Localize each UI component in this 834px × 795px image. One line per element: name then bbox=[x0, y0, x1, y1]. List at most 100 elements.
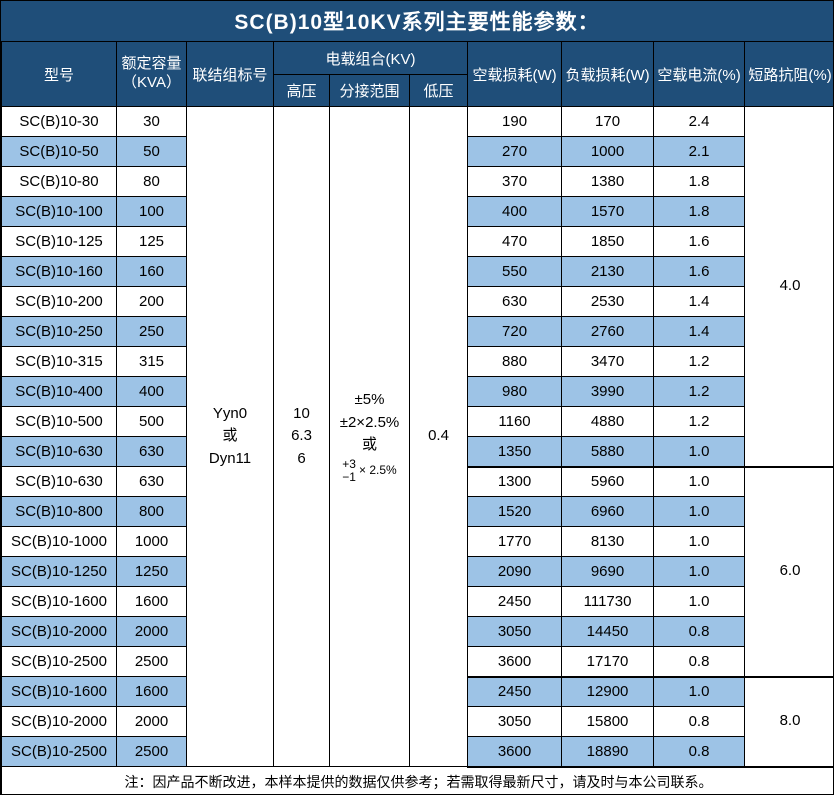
no-load-loss-cell: 2450 bbox=[467, 586, 563, 617]
no-load-loss-cell: 3600 bbox=[467, 736, 563, 768]
capacity-cell: 160 bbox=[116, 256, 187, 287]
load-loss-cell: 18890 bbox=[561, 736, 655, 768]
capacity-cell: 250 bbox=[116, 316, 187, 347]
load-loss-cell: 3990 bbox=[561, 376, 655, 407]
capacity-cell: 630 bbox=[116, 436, 187, 467]
connection-group-cell: Yyn0 或 Dyn11 bbox=[186, 106, 274, 767]
header-row-main: 型号 额定容量 （KVA） 联结组标号 电载组合(KV) 空载损耗(W) 负载损… bbox=[1, 41, 833, 107]
impedance-cell: 4.0 bbox=[744, 106, 833, 468]
model-cell: SC(B)10-2000 bbox=[1, 616, 117, 647]
model-cell: SC(B)10-50 bbox=[1, 136, 117, 167]
col-header-model: 型号 bbox=[1, 41, 117, 107]
table-row: SC(B)10-630 630 1300 5960 1.0 6.0 bbox=[1, 466, 833, 678]
table-row: SC(B)10-1600 1600 2450 12900 1.0 8.0 bbox=[1, 676, 833, 768]
load-loss-cell: 3470 bbox=[561, 346, 655, 377]
col-header-capacity: 额定容量 （KVA） bbox=[116, 41, 187, 107]
no-load-current-cell: 1.0 bbox=[653, 466, 746, 497]
capacity-cell: 500 bbox=[116, 406, 187, 437]
load-loss-cell: 1570 bbox=[561, 196, 655, 227]
no-load-current-cell: 1.6 bbox=[653, 226, 746, 257]
no-load-current-cell: 2.4 bbox=[653, 106, 746, 137]
load-loss-cell: 2130 bbox=[561, 256, 655, 287]
load-loss-cell: 2530 bbox=[561, 286, 655, 317]
load-loss-cell: 1000 bbox=[561, 136, 655, 167]
no-load-current-cell: 1.0 bbox=[653, 586, 746, 617]
footnote-row: 注：因产品不断改进，本样本提供的数据仅供参考；若需取得最新尺寸，请及时与本公司联… bbox=[1, 766, 833, 794]
load-loss-cell: 1380 bbox=[561, 166, 655, 197]
tap-stack-notation: +3 −1 × 2.5% bbox=[342, 456, 397, 484]
table-row: SC(B)10-400 400 980 3990 1.2 bbox=[1, 376, 834, 407]
table-row: SC(B)10-125 125 470 1850 1.6 bbox=[1, 226, 834, 257]
load-loss-cell: 2760 bbox=[561, 316, 655, 347]
no-load-loss-cell: 1160 bbox=[467, 406, 563, 437]
capacity-cell: 2000 bbox=[116, 706, 187, 737]
no-load-current-cell: 1.0 bbox=[653, 436, 746, 468]
no-load-loss-cell: 190 bbox=[467, 106, 563, 137]
capacity-cell: 400 bbox=[116, 376, 187, 407]
no-load-loss-cell: 400 bbox=[467, 196, 563, 227]
model-cell: SC(B)10-30 bbox=[1, 106, 117, 137]
col-header-connection: 联结组标号 bbox=[186, 41, 274, 107]
table-row: SC(B)10-630 630 1350 5880 1.0 bbox=[1, 436, 834, 468]
capacity-cell: 1250 bbox=[116, 556, 187, 587]
table-row: SC(B)10-1600 1600 2450 111730 1.0 bbox=[1, 586, 834, 617]
model-cell: SC(B)10-1000 bbox=[1, 526, 117, 557]
col-header-lv: 低压 bbox=[408, 74, 469, 107]
no-load-current-cell: 1.4 bbox=[653, 286, 746, 317]
table-row: SC(B)10-80 80 370 1380 1.8 bbox=[1, 166, 834, 197]
table-row: SC(B)10-200 200 630 2530 1.4 bbox=[1, 286, 834, 317]
no-load-current-cell: 1.0 bbox=[653, 526, 746, 557]
capacity-cell: 1600 bbox=[116, 676, 187, 707]
table-footer: 注：因产品不断改进，本样本提供的数据仅供参考；若需取得最新尺寸，请及时与本公司联… bbox=[1, 766, 833, 794]
no-load-current-cell: 0.8 bbox=[653, 706, 746, 737]
capacity-cell: 2500 bbox=[116, 736, 187, 767]
table-row: SC(B)10-2000 2000 3050 14450 0.8 bbox=[1, 616, 834, 647]
table-header: 型号 额定容量 （KVA） 联结组标号 电载组合(KV) 空载损耗(W) 负载损… bbox=[1, 41, 834, 107]
no-load-loss-cell: 3050 bbox=[467, 706, 563, 737]
capacity-cell: 800 bbox=[116, 496, 187, 527]
page-title: SC(B)10型10KV系列主要性能参数： bbox=[1, 1, 833, 41]
table-row: SC(B)10-250 250 720 2760 1.4 bbox=[1, 316, 834, 347]
load-loss-cell: 4880 bbox=[561, 406, 655, 437]
load-loss-cell: 6960 bbox=[561, 496, 655, 527]
model-cell: SC(B)10-2500 bbox=[1, 646, 117, 677]
impedance-cell: 6.0 bbox=[744, 466, 833, 678]
no-load-loss-cell: 1770 bbox=[467, 526, 563, 557]
hv-cell: 10 6.3 6 bbox=[273, 106, 330, 767]
no-load-current-cell: 1.0 bbox=[653, 676, 746, 707]
model-cell: SC(B)10-315 bbox=[1, 346, 117, 377]
capacity-cell: 2000 bbox=[116, 616, 187, 647]
header-row-sub: 高压 分接范围 低压 bbox=[2, 74, 834, 107]
capacity-cell: 30 bbox=[116, 106, 187, 137]
no-load-current-cell: 2.1 bbox=[653, 136, 746, 167]
no-load-current-cell: 1.8 bbox=[653, 196, 746, 227]
tap-range-lines: ±5% ±2×2.5% 或 bbox=[339, 391, 400, 454]
no-load-loss-cell: 270 bbox=[467, 136, 563, 167]
table-row: SC(B)10-50 50 270 1000 2.1 bbox=[1, 136, 834, 167]
model-cell: SC(B)10-1600 bbox=[1, 676, 117, 707]
table-row: SC(B)10-1250 1250 2090 9690 1.0 bbox=[1, 556, 834, 587]
load-loss-cell: 15800 bbox=[561, 706, 655, 737]
capacity-cell: 50 bbox=[116, 136, 187, 167]
col-header-voltage-combo: 电载组合(KV) bbox=[272, 41, 469, 75]
model-cell: SC(B)10-630 bbox=[1, 436, 117, 467]
capacity-cell: 80 bbox=[116, 166, 187, 197]
spec-table: 型号 额定容量 （KVA） 联结组标号 电载组合(KV) 空载损耗(W) 负载损… bbox=[1, 41, 834, 794]
no-load-current-cell: 1.6 bbox=[653, 256, 746, 287]
table-row: SC(B)10-160 160 550 2130 1.6 bbox=[1, 256, 834, 287]
impedance-cell: 8.0 bbox=[744, 676, 833, 768]
table-row: SC(B)10-800 800 1520 6960 1.0 bbox=[1, 496, 834, 527]
table-row: SC(B)10-500 500 1160 4880 1.2 bbox=[1, 406, 834, 437]
no-load-current-cell: 1.8 bbox=[653, 166, 746, 197]
model-cell: SC(B)10-200 bbox=[1, 286, 117, 317]
capacity-cell: 1000 bbox=[116, 526, 187, 557]
col-header-tap-range: 分接范围 bbox=[329, 74, 410, 107]
no-load-loss-cell: 370 bbox=[467, 166, 563, 197]
model-cell: SC(B)10-1250 bbox=[1, 556, 117, 587]
table-row: SC(B)10-30 30 Yyn0 或 Dyn11 10 6.3 6 ±5% ±2×2… bbox=[1, 106, 833, 767]
model-cell: SC(B)10-630 bbox=[1, 466, 117, 497]
no-load-loss-cell: 980 bbox=[467, 376, 563, 407]
load-loss-cell: 14450 bbox=[561, 616, 655, 647]
no-load-loss-cell: 1350 bbox=[467, 436, 563, 468]
